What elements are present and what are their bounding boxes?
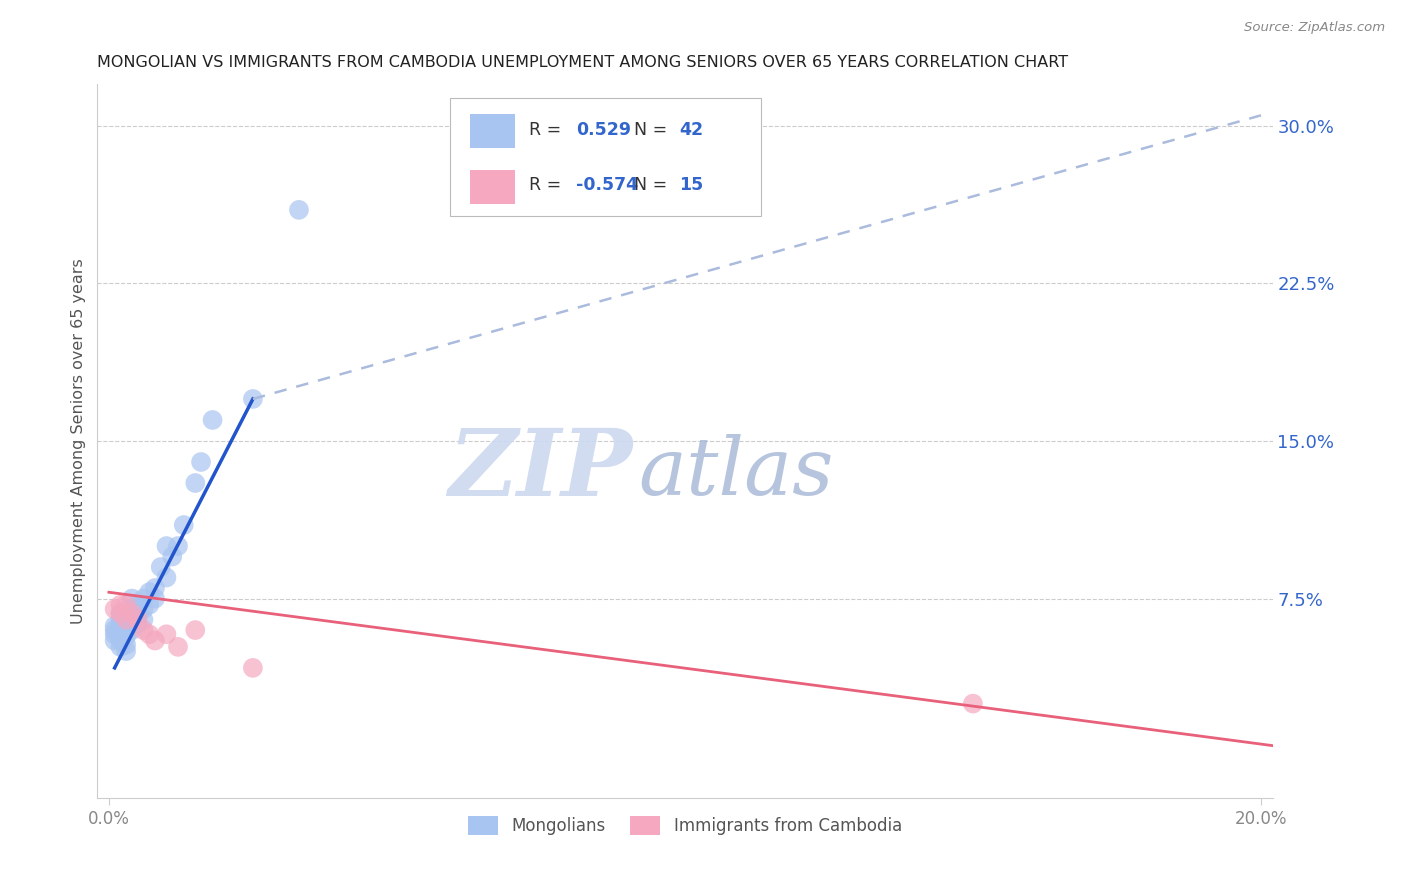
Point bbox=[115, 623, 138, 637]
Point bbox=[110, 640, 132, 654]
Text: MONGOLIAN VS IMMIGRANTS FROM CAMBODIA UNEMPLOYMENT AMONG SENIORS OVER 65 YEARS C: MONGOLIAN VS IMMIGRANTS FROM CAMBODIA UN… bbox=[97, 55, 1069, 70]
Point bbox=[110, 607, 132, 621]
Point bbox=[242, 392, 264, 406]
Point bbox=[143, 633, 166, 648]
Point bbox=[962, 697, 984, 711]
Point bbox=[167, 640, 190, 654]
Point bbox=[104, 619, 127, 633]
Point bbox=[110, 598, 132, 612]
Text: atlas: atlas bbox=[638, 434, 834, 512]
Point bbox=[143, 591, 166, 606]
Point bbox=[184, 475, 207, 490]
Point bbox=[127, 613, 149, 627]
Point bbox=[110, 607, 132, 621]
FancyBboxPatch shape bbox=[470, 169, 515, 203]
Text: Source: ZipAtlas.com: Source: ZipAtlas.com bbox=[1244, 21, 1385, 34]
Point bbox=[121, 591, 143, 606]
Point bbox=[115, 613, 138, 627]
Point bbox=[110, 623, 132, 637]
Point bbox=[173, 518, 195, 533]
Point bbox=[138, 598, 160, 612]
Point bbox=[110, 627, 132, 641]
Point bbox=[115, 644, 138, 658]
Point bbox=[127, 607, 149, 621]
Point bbox=[138, 627, 160, 641]
Point bbox=[104, 602, 127, 616]
Text: R =: R = bbox=[529, 121, 567, 139]
Y-axis label: Unemployment Among Seniors over 65 years: Unemployment Among Seniors over 65 years bbox=[72, 258, 86, 624]
Point bbox=[242, 661, 264, 675]
Point bbox=[115, 629, 138, 643]
Point bbox=[190, 455, 212, 469]
Point bbox=[132, 613, 155, 627]
Point bbox=[104, 627, 127, 641]
Point bbox=[104, 623, 127, 637]
Point bbox=[104, 633, 127, 648]
Text: -0.574: -0.574 bbox=[575, 177, 638, 194]
Point bbox=[110, 616, 132, 631]
Point bbox=[115, 616, 138, 631]
Point bbox=[162, 549, 184, 564]
Text: R =: R = bbox=[529, 177, 567, 194]
Text: N =: N = bbox=[634, 177, 673, 194]
Text: 42: 42 bbox=[679, 121, 703, 139]
Point bbox=[121, 613, 143, 627]
Point bbox=[115, 638, 138, 652]
Point bbox=[155, 627, 177, 641]
Point bbox=[149, 560, 172, 574]
Point bbox=[201, 413, 224, 427]
Point bbox=[143, 581, 166, 595]
Text: 15: 15 bbox=[679, 177, 703, 194]
Point bbox=[127, 598, 149, 612]
Point bbox=[115, 608, 138, 623]
Text: N =: N = bbox=[634, 121, 673, 139]
Point bbox=[155, 570, 177, 584]
Point bbox=[138, 585, 160, 599]
Legend: Mongolians, Immigrants from Cambodia: Mongolians, Immigrants from Cambodia bbox=[460, 808, 910, 843]
Point bbox=[110, 633, 132, 648]
Point bbox=[132, 591, 155, 606]
FancyBboxPatch shape bbox=[450, 98, 761, 216]
FancyBboxPatch shape bbox=[470, 114, 515, 148]
Point bbox=[155, 539, 177, 553]
Point bbox=[121, 623, 143, 637]
Point bbox=[132, 623, 155, 637]
Point bbox=[121, 607, 143, 621]
Point bbox=[121, 602, 143, 616]
Point bbox=[127, 616, 149, 631]
Point bbox=[288, 202, 311, 217]
Point bbox=[110, 613, 132, 627]
Point bbox=[132, 602, 155, 616]
Text: ZIP: ZIP bbox=[447, 425, 633, 515]
Point bbox=[115, 598, 138, 612]
Point bbox=[167, 539, 190, 553]
Text: 0.529: 0.529 bbox=[575, 121, 631, 139]
Point bbox=[184, 623, 207, 637]
